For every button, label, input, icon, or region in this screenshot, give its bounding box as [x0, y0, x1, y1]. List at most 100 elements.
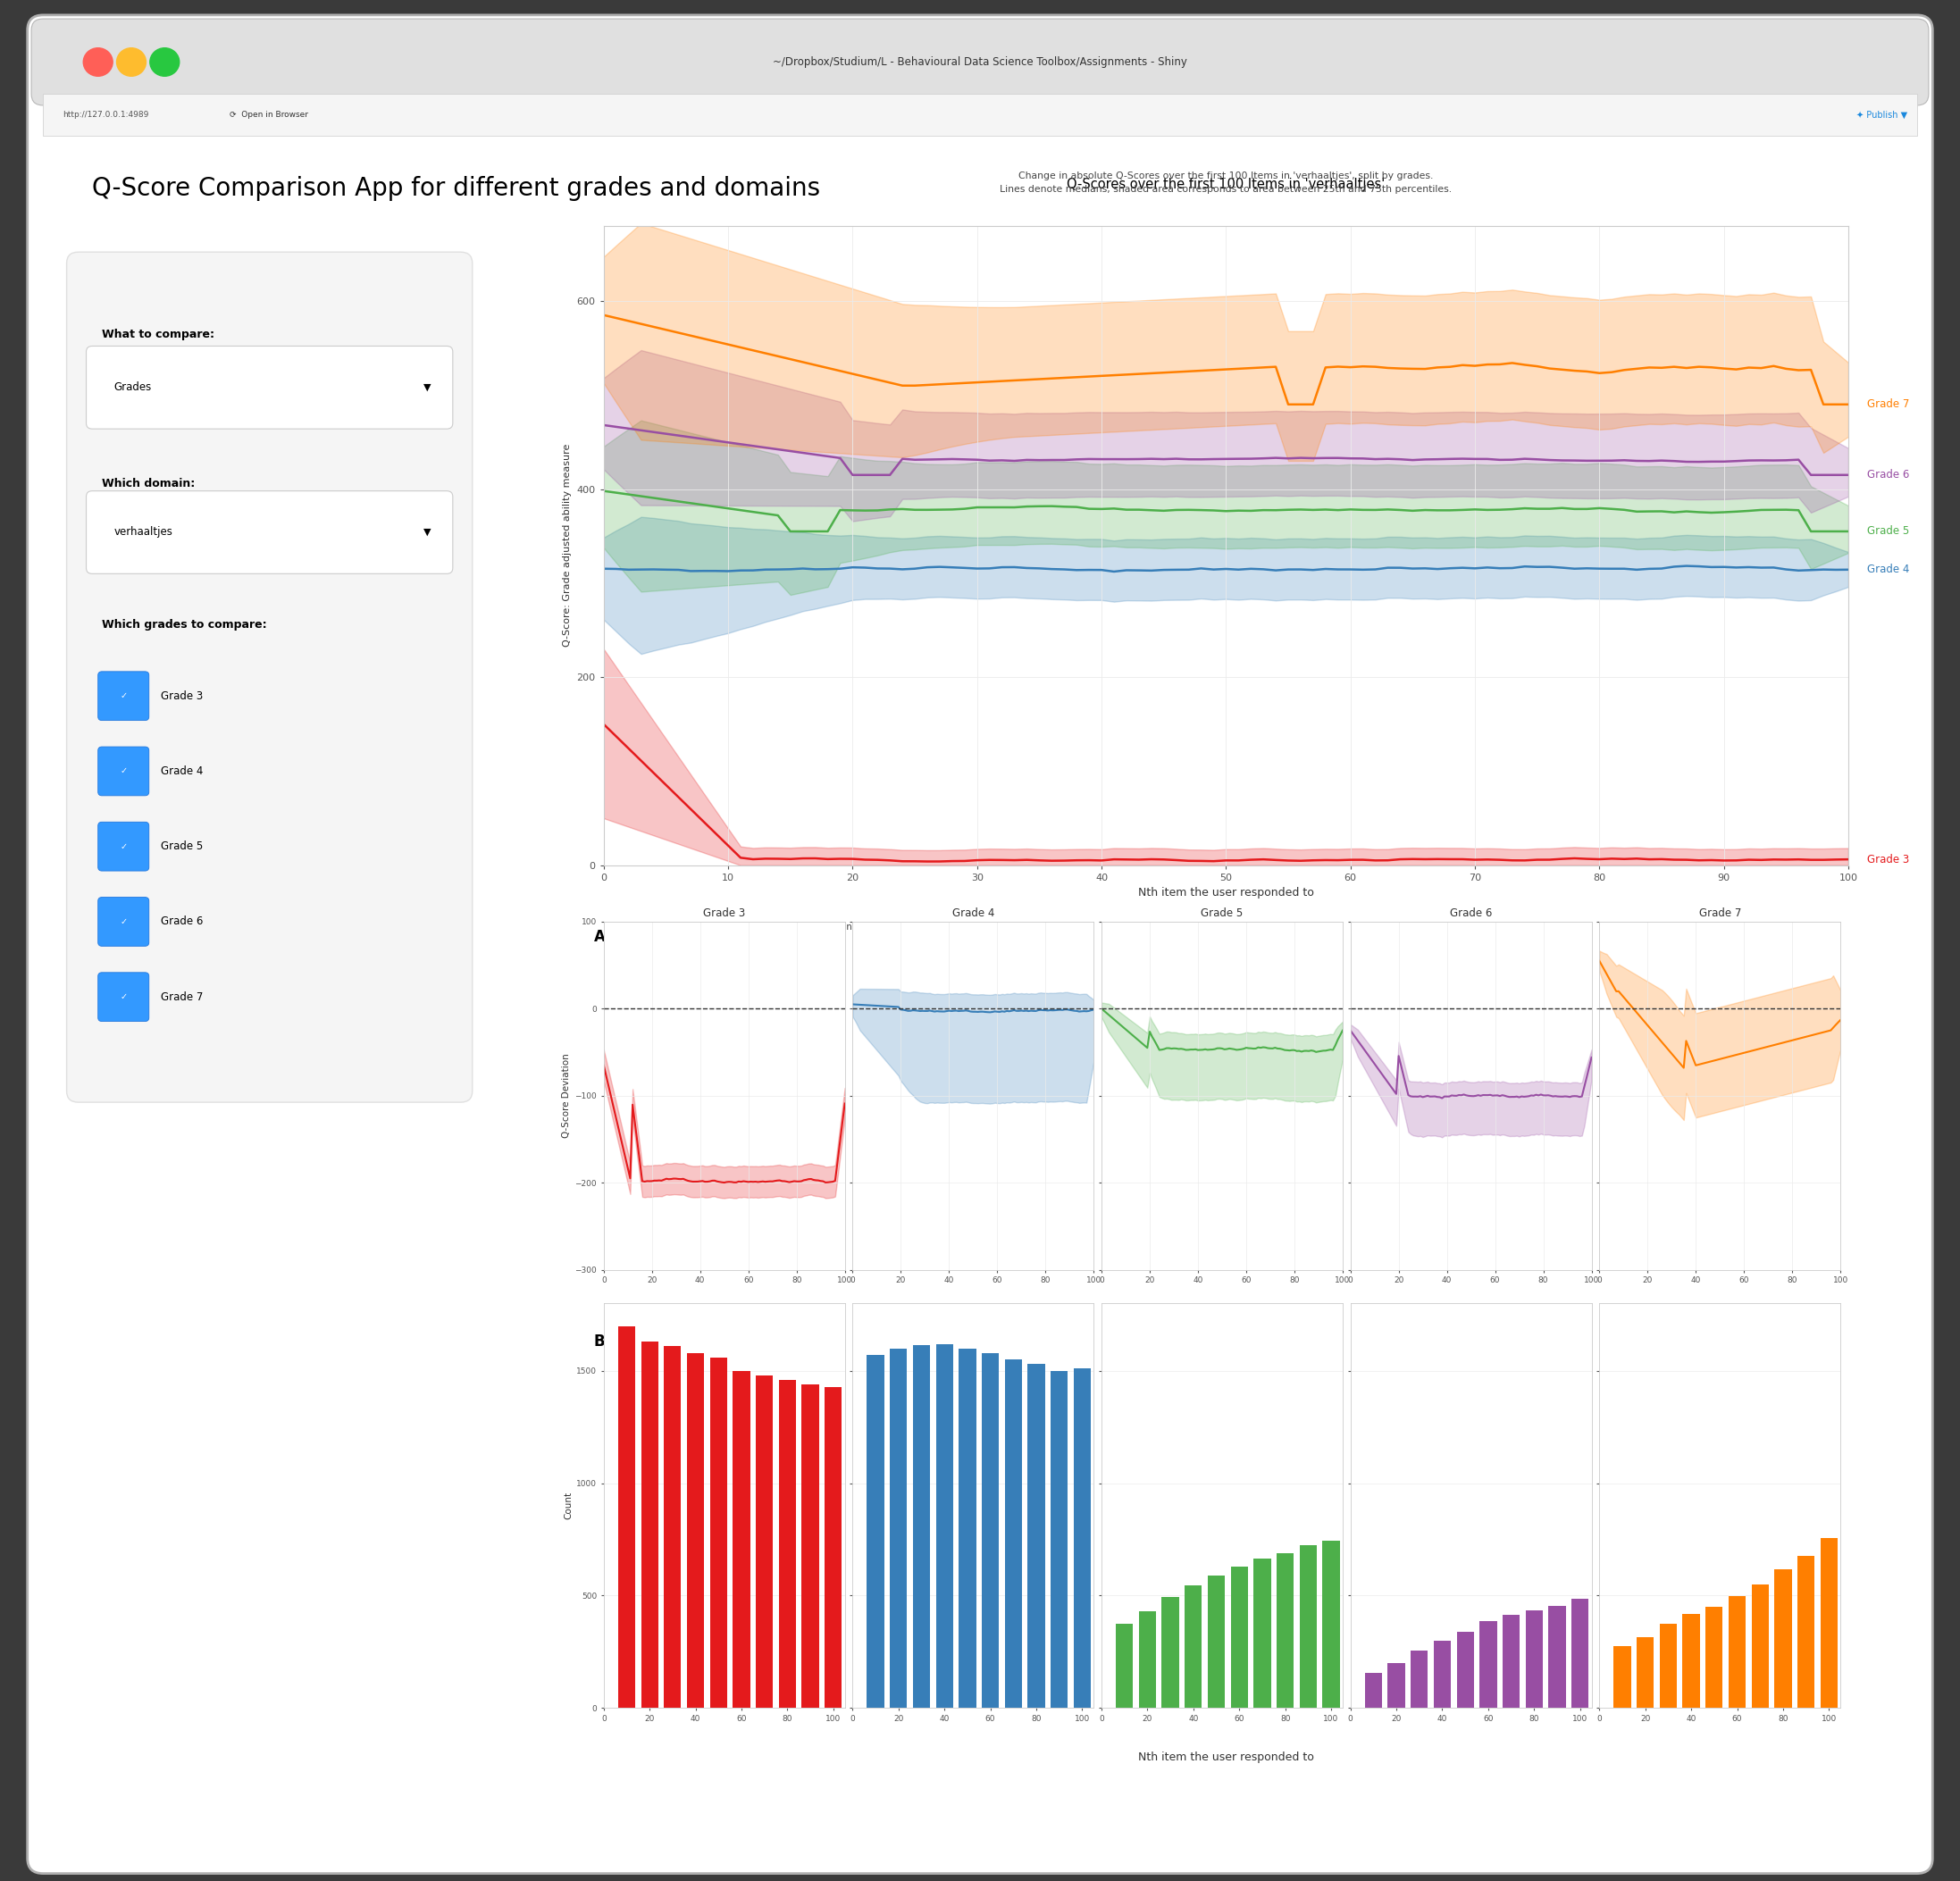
Text: ~/Dropbox/Studium/L - Behavioural Data Science Toolbox/Assignments - Shiny: ~/Dropbox/Studium/L - Behavioural Data S…	[772, 56, 1188, 68]
Bar	[1729, 1597, 1746, 1708]
Bar	[1821, 1539, 1838, 1708]
Text: ▼: ▼	[423, 384, 431, 391]
Bar	[1276, 1554, 1294, 1708]
FancyBboxPatch shape	[98, 747, 149, 796]
Text: Grade 4: Grade 4	[161, 766, 204, 777]
Title: Q-Scores over the first 100 Items in 'verhaaltjes': Q-Scores over the first 100 Items in 've…	[1066, 179, 1386, 192]
Bar	[1705, 1606, 1723, 1708]
Bar	[1388, 1663, 1405, 1708]
Text: ✓: ✓	[120, 692, 127, 700]
Text: verhaaltjes: verhaaltjes	[114, 527, 172, 538]
Bar	[686, 1352, 704, 1708]
Bar	[641, 1341, 659, 1708]
Text: Which grades to compare:: Which grades to compare:	[102, 619, 267, 630]
Bar	[710, 1358, 727, 1708]
Text: Change in absolute Q-Scores over the first 100 Items in 'verhaaltjes', split by : Change in absolute Q-Scores over the fir…	[1019, 171, 1433, 181]
FancyBboxPatch shape	[98, 897, 149, 946]
Text: What to compare:: What to compare:	[102, 329, 214, 340]
Bar	[1525, 1610, 1543, 1708]
Y-axis label: Q-Score: Grade adjusted ability measure: Q-Score: Grade adjusted ability measure	[563, 444, 572, 647]
Bar	[1299, 1544, 1317, 1708]
Text: Grade 5: Grade 5	[1868, 525, 1909, 538]
Bar	[1480, 1621, 1497, 1708]
Text: Q-Score Comparison App for different grades and domains: Q-Score Comparison App for different gra…	[92, 175, 821, 201]
Bar	[1254, 1559, 1270, 1708]
Bar	[1411, 1652, 1429, 1708]
Bar	[1162, 1597, 1180, 1708]
Bar	[1323, 1541, 1341, 1708]
Text: ✓: ✓	[120, 843, 127, 850]
Text: Grades: Grades	[114, 382, 151, 393]
Text: ▼: ▼	[423, 529, 431, 536]
Title: Grade 3: Grade 3	[704, 909, 745, 920]
Bar	[1051, 1371, 1068, 1708]
Bar	[757, 1375, 772, 1708]
Text: Nth item the user responded to: Nth item the user responded to	[1139, 1751, 1313, 1762]
Bar	[43, 94, 1917, 135]
Bar	[958, 1349, 976, 1708]
Bar	[1660, 1623, 1678, 1708]
Bar	[1005, 1360, 1021, 1708]
Text: http://127.0.0.1:4989: http://127.0.0.1:4989	[63, 111, 149, 119]
FancyBboxPatch shape	[31, 19, 1929, 105]
Text: Grade 7: Grade 7	[1868, 399, 1909, 410]
Bar	[1613, 1646, 1631, 1708]
Y-axis label: Count: Count	[564, 1492, 572, 1520]
Text: and Distribution of response counts (B): and Distribution of response counts (B)	[639, 940, 821, 948]
Bar	[1682, 1614, 1699, 1708]
Bar	[617, 1326, 635, 1708]
Bar	[1572, 1599, 1590, 1708]
Bar	[913, 1345, 931, 1708]
Text: Which domain:: Which domain:	[102, 478, 196, 489]
Text: Grade 3: Grade 3	[161, 690, 204, 702]
FancyBboxPatch shape	[86, 346, 453, 429]
Bar	[1364, 1672, 1382, 1708]
Text: Grade 6: Grade 6	[161, 916, 204, 927]
Circle shape	[149, 47, 180, 75]
Bar	[1207, 1576, 1225, 1708]
FancyBboxPatch shape	[27, 15, 1933, 1873]
Title: Grade 4: Grade 4	[953, 909, 994, 920]
Bar	[778, 1381, 796, 1708]
Text: ✦ Publish ▼: ✦ Publish ▼	[1856, 111, 1907, 119]
Text: B: B	[594, 1334, 606, 1349]
Bar	[1752, 1586, 1768, 1708]
Title: Grade 5: Grade 5	[1201, 909, 1243, 920]
Title: Grade 6: Grade 6	[1450, 909, 1492, 920]
Text: ⟳  Open in Browser: ⟳ Open in Browser	[229, 111, 308, 119]
Circle shape	[118, 47, 147, 75]
Bar	[1548, 1606, 1566, 1708]
Bar	[1774, 1569, 1791, 1708]
Bar	[733, 1371, 751, 1708]
Text: Grade 5: Grade 5	[161, 841, 204, 852]
Text: Lines denote medians, shaded area corresponds to area between 25th and 75th perc: Lines denote medians, shaded area corres…	[1000, 184, 1452, 194]
Bar	[1797, 1556, 1815, 1708]
Text: Grade 3: Grade 3	[1868, 854, 1909, 865]
Bar	[866, 1354, 884, 1708]
FancyBboxPatch shape	[67, 252, 472, 1102]
Bar	[1637, 1636, 1654, 1708]
Bar	[1115, 1623, 1133, 1708]
Bar	[1139, 1612, 1156, 1708]
Bar	[1503, 1614, 1519, 1708]
Text: ✓: ✓	[120, 918, 127, 925]
Y-axis label: Q-Score Deviation: Q-Score Deviation	[563, 1053, 570, 1138]
Text: Grade 6: Grade 6	[1868, 468, 1909, 482]
Bar	[982, 1352, 1000, 1708]
FancyBboxPatch shape	[98, 972, 149, 1021]
Bar	[935, 1343, 953, 1708]
Bar	[1456, 1631, 1474, 1708]
Bar	[1027, 1364, 1045, 1708]
Text: Deviation from expected q-scores at beginning of the school year (A): Deviation from expected q-scores at begi…	[639, 924, 962, 931]
Bar	[1231, 1567, 1249, 1708]
Bar	[664, 1347, 682, 1708]
Bar	[1184, 1586, 1201, 1708]
Bar	[890, 1349, 907, 1708]
FancyBboxPatch shape	[98, 822, 149, 871]
Bar	[1074, 1369, 1092, 1708]
Text: A: A	[594, 929, 606, 944]
Title: Grade 7: Grade 7	[1699, 909, 1740, 920]
Bar	[802, 1384, 819, 1708]
Text: ✓: ✓	[120, 993, 127, 1001]
Text: Grade 4: Grade 4	[1868, 564, 1909, 576]
